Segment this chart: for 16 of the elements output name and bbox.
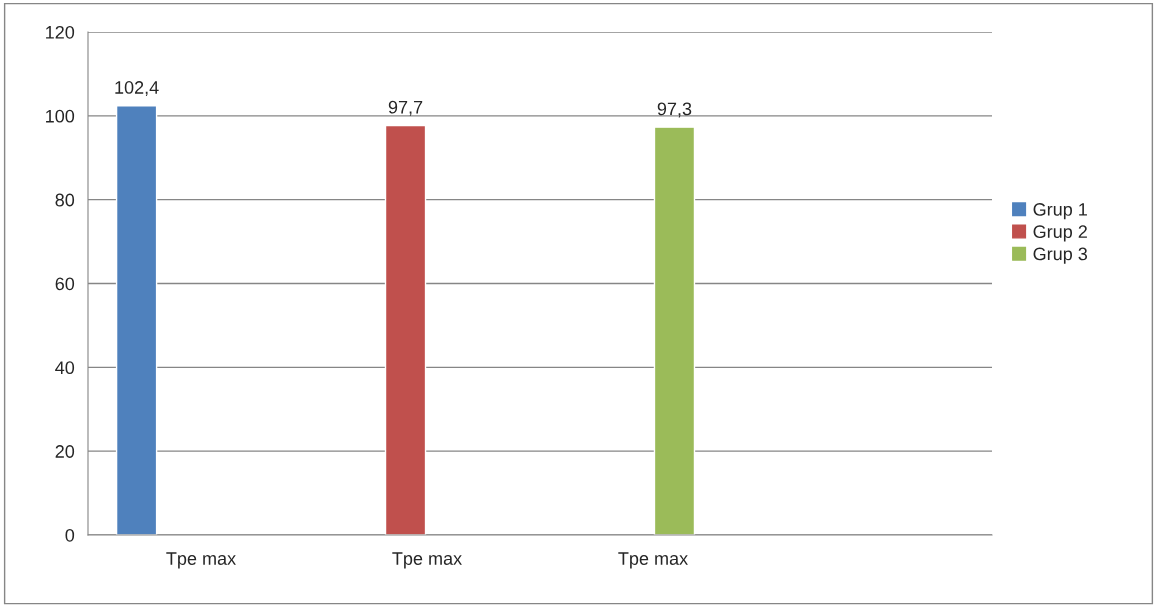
x-tick-label: Tpe max xyxy=(392,552,462,569)
x-tick-label: Tpe max xyxy=(166,552,236,569)
y-tick-label: 20 xyxy=(55,445,75,458)
y-tick-label: 120 xyxy=(46,25,75,39)
y-tick-label: 40 xyxy=(55,361,75,375)
x-tick-label: Tpe max xyxy=(618,552,688,569)
data-label: 102,4 xyxy=(115,81,159,96)
y-tick-label: 0 xyxy=(65,528,75,542)
data-label: 97,7 xyxy=(388,100,423,116)
y-tick-label: 60 xyxy=(55,277,75,291)
legend-label: Grup 3 xyxy=(1033,247,1088,264)
y-tick-label: 100 xyxy=(46,109,75,123)
y-tick-label: 80 xyxy=(55,193,75,207)
data-label: 97,3 xyxy=(657,102,692,118)
legend-label: Grup 1 xyxy=(1033,203,1087,220)
legend-label: Grup 2 xyxy=(1033,225,1087,242)
